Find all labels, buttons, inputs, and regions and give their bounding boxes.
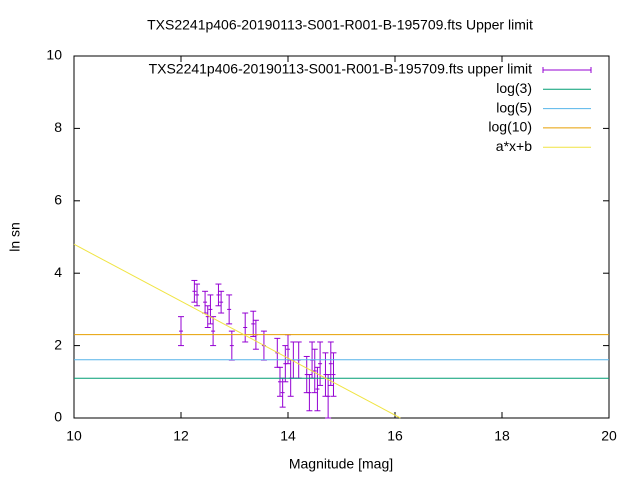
x-axis-label: Magnitude [mag]: [289, 456, 393, 472]
error-bar: [178, 316, 184, 347]
y-tick-label: 0: [54, 409, 62, 425]
error-bar: [215, 283, 222, 307]
y-tick-label: 10: [46, 47, 62, 63]
error-bar: [202, 290, 209, 314]
x-tick-label: 20: [601, 428, 617, 444]
error-bar: [325, 374, 332, 419]
y-tick-label: 8: [54, 119, 62, 135]
error-bar: [210, 316, 217, 347]
legend-label: TXS2241p406-20190113-S001-R001-B-195709.…: [149, 61, 533, 77]
error-bar: [276, 366, 283, 397]
y-tick-label: 4: [54, 264, 62, 280]
chart-title: TXS2241p406-20190113-S001-R001-B-195709.…: [147, 17, 533, 33]
error-bar: [306, 374, 313, 412]
plot-frame: [73, 55, 610, 419]
x-tick-label: 16: [387, 428, 403, 444]
error-bar: [279, 377, 286, 408]
legend-label: log(5): [496, 99, 532, 115]
x-tick-label: 10: [66, 428, 82, 444]
error-bar: [250, 310, 257, 338]
error-bar: [207, 294, 214, 325]
error-bar: [194, 283, 201, 307]
x-tick-label: 14: [280, 428, 296, 444]
x-tick-label: 12: [173, 428, 189, 444]
y-tick-label: 2: [54, 336, 62, 352]
error-bar: [228, 330, 235, 361]
error-bar: [226, 294, 233, 325]
legend-label: log(3): [496, 80, 532, 96]
y-tick-label: 6: [54, 192, 62, 208]
legend-label: log(10): [488, 119, 532, 135]
error-bar: [327, 341, 334, 386]
error-bar: [311, 348, 318, 394]
error-bar: [317, 341, 324, 386]
legend-label: a*x+b: [496, 138, 532, 154]
x-tick-label: 18: [494, 428, 510, 444]
error-bar: [218, 290, 225, 314]
error-bar: [242, 312, 249, 343]
y-axis-label: ln sn: [7, 222, 23, 252]
series-line: [73, 243, 401, 419]
error-bar: [314, 366, 321, 412]
